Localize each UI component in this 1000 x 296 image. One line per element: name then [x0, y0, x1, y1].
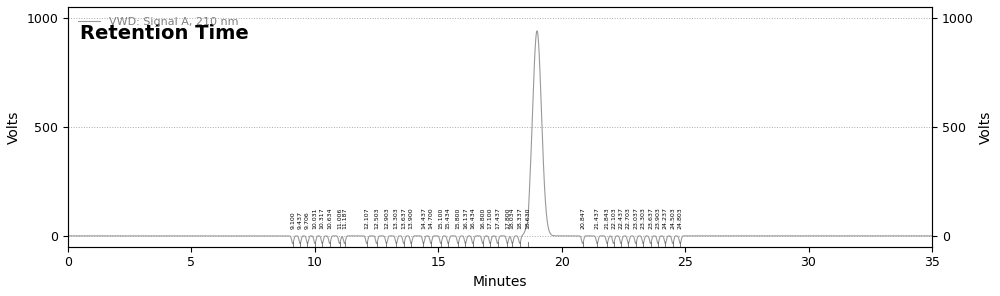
- VWD: Signal A, 210 nm: (20.8, -35): Signal A, 210 nm: (20.8, -35): [577, 242, 589, 245]
- Text: 13.637: 13.637: [401, 207, 406, 229]
- Y-axis label: Volts: Volts: [979, 110, 993, 144]
- VWD: Signal A, 210 nm: (16.9, -0.0636): Signal A, 210 nm: (16.9, -0.0636): [480, 234, 492, 238]
- VWD: Signal A, 210 nm: (35, 0): Signal A, 210 nm: (35, 0): [926, 234, 938, 238]
- Text: 11.187: 11.187: [342, 208, 347, 229]
- Text: 23.037: 23.037: [633, 207, 638, 229]
- VWD: Signal A, 210 nm: (13.9, -33.5): Signal A, 210 nm: (13.9, -33.5): [405, 242, 417, 245]
- Text: 16.434: 16.434: [470, 207, 475, 229]
- Text: 20.847: 20.847: [580, 207, 585, 229]
- VWD: Signal A, 210 nm: (13.2, -3.09): Signal A, 210 nm: (13.2, -3.09): [388, 235, 400, 238]
- Text: 22.703: 22.703: [626, 207, 631, 229]
- Text: 17.437: 17.437: [495, 207, 500, 229]
- Text: 12.503: 12.503: [374, 208, 379, 229]
- Legend: VWD: Signal A, 210 nm: VWD: Signal A, 210 nm: [74, 12, 243, 31]
- Text: 22.437: 22.437: [618, 207, 623, 229]
- VWD: Signal A, 210 nm: (1.84, 0): Signal A, 210 nm: (1.84, 0): [107, 234, 119, 238]
- Text: 23.903: 23.903: [655, 207, 660, 229]
- Text: 10.317: 10.317: [320, 208, 325, 229]
- Text: 13.303: 13.303: [394, 207, 399, 229]
- Text: 12.107: 12.107: [364, 208, 369, 229]
- Text: 17.800: 17.800: [505, 208, 510, 229]
- Text: 17.100: 17.100: [488, 208, 493, 229]
- Text: 13.900: 13.900: [409, 208, 414, 229]
- Text: Retention Time: Retention Time: [80, 24, 249, 44]
- VWD: Signal A, 210 nm: (9.17, -8.86): Signal A, 210 nm: (9.17, -8.86): [288, 236, 300, 239]
- Text: 15.434: 15.434: [446, 207, 451, 229]
- Text: 9.100: 9.100: [290, 212, 295, 229]
- Y-axis label: Volts: Volts: [7, 110, 21, 144]
- Text: 12.903: 12.903: [384, 207, 389, 229]
- Text: 24.503: 24.503: [670, 207, 675, 229]
- Text: 9.437: 9.437: [298, 211, 303, 229]
- Line: VWD: Signal A, 210 nm: VWD: Signal A, 210 nm: [68, 31, 932, 244]
- X-axis label: Minutes: Minutes: [473, 275, 527, 289]
- Text: 15.800: 15.800: [456, 208, 461, 229]
- Text: 21.437: 21.437: [595, 207, 600, 229]
- Text: 23.637: 23.637: [648, 207, 653, 229]
- Text: 14.437: 14.437: [421, 207, 426, 229]
- Text: 18.630: 18.630: [525, 208, 530, 229]
- VWD: Signal A, 210 nm: (23.7, -3.05): Signal A, 210 nm: (23.7, -3.05): [647, 235, 659, 238]
- Text: 10.031: 10.031: [312, 208, 317, 229]
- Text: 9.706: 9.706: [305, 212, 310, 229]
- Text: 21.843: 21.843: [605, 207, 610, 229]
- Text: 14.700: 14.700: [428, 208, 433, 229]
- VWD: Signal A, 210 nm: (0, 0): Signal A, 210 nm: (0, 0): [62, 234, 74, 238]
- Text: 23.303: 23.303: [641, 207, 646, 229]
- Text: 10.634: 10.634: [327, 208, 332, 229]
- Text: 18.034: 18.034: [510, 208, 515, 229]
- Text: 18.337: 18.337: [517, 207, 522, 229]
- Text: 11.006: 11.006: [337, 208, 342, 229]
- Text: 22.103: 22.103: [611, 207, 616, 229]
- Text: 15.100: 15.100: [438, 208, 443, 229]
- Text: 16.137: 16.137: [463, 208, 468, 229]
- VWD: Signal A, 210 nm: (19, 940): Signal A, 210 nm: (19, 940): [531, 29, 543, 33]
- Text: 24.803: 24.803: [678, 207, 683, 229]
- Text: 16.800: 16.800: [480, 208, 485, 229]
- Text: 24.237: 24.237: [663, 207, 668, 229]
